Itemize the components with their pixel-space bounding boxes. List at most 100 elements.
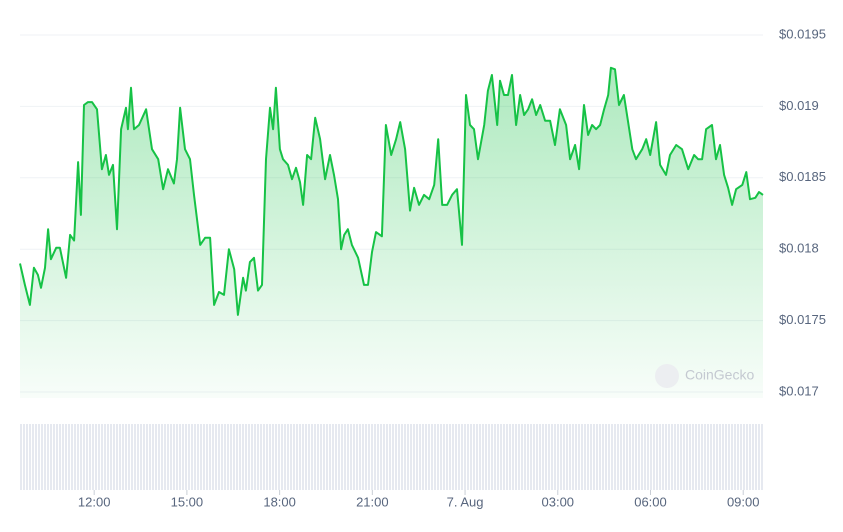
volume-bar: [734, 424, 736, 490]
volume-bar: [485, 424, 487, 490]
volume-bar: [194, 424, 196, 490]
watermark: CoinGecko: [655, 364, 754, 388]
volume-bar: [698, 424, 700, 490]
volume-bar: [326, 424, 328, 490]
volume-bar: [341, 424, 343, 490]
volume-bar: [383, 424, 385, 490]
volume-bar: [380, 424, 382, 490]
volume-bar: [497, 424, 499, 490]
volume-bar: [29, 424, 31, 490]
volume-bar: [113, 424, 115, 490]
volume-bar: [224, 424, 226, 490]
volume-bar: [77, 424, 79, 490]
x-tick-label: 15:00: [171, 494, 204, 509]
volume-bar: [50, 424, 52, 490]
volume-bar: [281, 424, 283, 490]
volume-bar: [53, 424, 55, 490]
volume-bar: [671, 424, 673, 490]
volume-bar: [149, 424, 151, 490]
volume-bar: [467, 424, 469, 490]
volume-bar: [143, 424, 145, 490]
volume-bar: [740, 424, 742, 490]
x-tick-label: 18:00: [263, 494, 296, 509]
volume-bar: [140, 424, 142, 490]
volume-bar: [359, 424, 361, 490]
volume-bar: [20, 424, 22, 490]
volume-bar: [221, 424, 223, 490]
volume-bar: [578, 424, 580, 490]
volume-bar: [155, 424, 157, 490]
volume-bar: [239, 424, 241, 490]
volume-bar: [167, 424, 169, 490]
volume-bar: [119, 424, 121, 490]
volume-bar: [659, 424, 661, 490]
volume-bar: [761, 424, 763, 490]
volume-bar: [350, 424, 352, 490]
volume-bar: [527, 424, 529, 490]
volume-bar: [188, 424, 190, 490]
volume-bar: [242, 424, 244, 490]
volume-bar: [491, 424, 493, 490]
volume-bar: [254, 424, 256, 490]
volume-bar: [56, 424, 58, 490]
volume-bar: [410, 424, 412, 490]
volume-bar: [569, 424, 571, 490]
volume-bar: [449, 424, 451, 490]
volume-bar: [362, 424, 364, 490]
volume-bar: [134, 424, 136, 490]
volume-bar: [338, 424, 340, 490]
volume-bar: [446, 424, 448, 490]
volume-bar: [680, 424, 682, 490]
volume-bar: [296, 424, 298, 490]
volume-bar: [554, 424, 556, 490]
volume-bar: [647, 424, 649, 490]
volume-bar: [500, 424, 502, 490]
y-tick-label: $0.017: [779, 383, 819, 398]
volume-bar: [278, 424, 280, 490]
area: [20, 67, 763, 399]
volume-bar: [293, 424, 295, 490]
volume-bar: [689, 424, 691, 490]
volume-bar: [311, 424, 313, 490]
volume-bar: [251, 424, 253, 490]
volume-bar: [665, 424, 667, 490]
volume-bar: [716, 424, 718, 490]
volume-bar: [197, 424, 199, 490]
volume-bar: [635, 424, 637, 490]
volume-bar: [629, 424, 631, 490]
volume-bar: [260, 424, 262, 490]
x-tick-label: 03:00: [542, 494, 575, 509]
volume-bar: [353, 424, 355, 490]
volume-bar: [674, 424, 676, 490]
volume-bar: [218, 424, 220, 490]
volume-bar: [656, 424, 658, 490]
y-tick-label: $0.019: [779, 98, 819, 113]
y-tick-label: $0.0185: [779, 169, 826, 184]
volume-bar: [755, 424, 757, 490]
volume-bar: [185, 424, 187, 490]
volume-bar: [539, 424, 541, 490]
volume-bar: [401, 424, 403, 490]
volume-bar: [572, 424, 574, 490]
x-tick-label: 06:00: [634, 494, 667, 509]
volume-bar: [518, 424, 520, 490]
volume-bar: [623, 424, 625, 490]
volume-bar: [95, 424, 97, 490]
volume-bar: [590, 424, 592, 490]
volume-bar: [608, 424, 610, 490]
volume-bar: [152, 424, 154, 490]
volume-bar: [146, 424, 148, 490]
volume-bar: [44, 424, 46, 490]
x-tick-label: 7. Aug: [447, 494, 484, 509]
y-tick-label: $0.0195: [779, 26, 826, 41]
volume-bar: [707, 424, 709, 490]
volume-bar: [536, 424, 538, 490]
volume-bar: [677, 424, 679, 490]
volume-bar: [257, 424, 259, 490]
volume-bar: [710, 424, 712, 490]
volume-bar: [284, 424, 286, 490]
volume-bar: [329, 424, 331, 490]
volume-bar: [335, 424, 337, 490]
volume-bar: [743, 424, 745, 490]
